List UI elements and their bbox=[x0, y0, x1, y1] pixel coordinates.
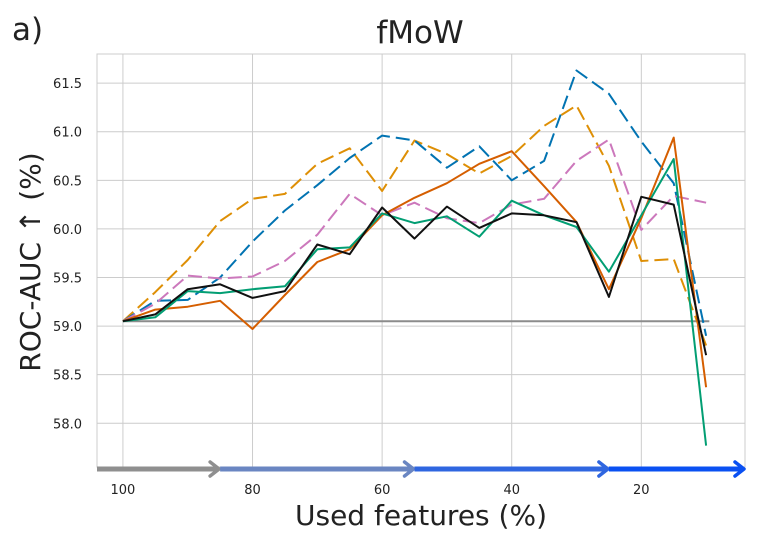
x-tick-label: 60 bbox=[374, 483, 391, 498]
series-line-5 bbox=[122, 158, 708, 446]
arrow-head bbox=[597, 460, 610, 478]
series-line-1 bbox=[122, 104, 708, 346]
chart-title: fMoW bbox=[376, 15, 463, 51]
arrow-head bbox=[733, 460, 746, 478]
y-tick-label: 59.0 bbox=[53, 320, 82, 335]
y-tick-label: 60.0 bbox=[53, 223, 82, 238]
progress-arrow-segment-1 bbox=[97, 460, 221, 478]
x-tick-label: 20 bbox=[633, 483, 650, 498]
arrow-head bbox=[208, 460, 221, 478]
y-tick-label: 58.0 bbox=[53, 417, 82, 432]
x-tick-labels: 100 80 60 40 20 bbox=[111, 483, 650, 498]
series-line-6 bbox=[122, 195, 708, 356]
y-tick-label: 58.5 bbox=[53, 369, 82, 384]
x-tick-label: 40 bbox=[503, 483, 520, 498]
y-tick-label: 59.5 bbox=[53, 272, 82, 287]
y-tick-label: 61.0 bbox=[53, 126, 82, 141]
series-line-3 bbox=[122, 138, 707, 323]
progress-arrow-segment-2 bbox=[220, 460, 416, 478]
grid-lines bbox=[97, 54, 745, 467]
series-lines bbox=[122, 69, 708, 446]
x-tick-label: 100 bbox=[111, 483, 136, 498]
series-line-4 bbox=[122, 136, 708, 388]
progress-arrow bbox=[97, 460, 746, 478]
panel-label: a) bbox=[12, 12, 43, 48]
y-tick-label: 60.5 bbox=[53, 174, 82, 189]
progress-arrow-segment-3 bbox=[414, 460, 610, 478]
plot-area bbox=[96, 53, 746, 468]
y-axis-title: ROC-AUC ↑ (%) bbox=[14, 152, 47, 371]
x-axis-title: Used features (%) bbox=[295, 499, 547, 532]
arrow-head bbox=[402, 460, 416, 478]
y-tick-labels: 58.0 58.5 59.0 59.5 60.0 60.5 61.0 61.5 bbox=[53, 77, 82, 432]
x-tick-label: 80 bbox=[244, 483, 261, 498]
progress-arrow-segment-4 bbox=[608, 460, 746, 478]
y-tick-label: 61.5 bbox=[53, 77, 82, 92]
